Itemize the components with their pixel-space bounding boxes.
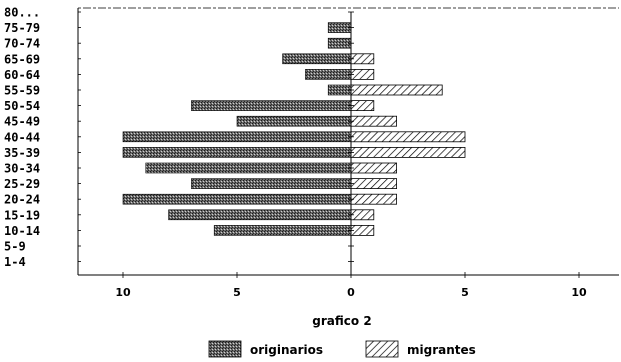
y-tick-label: 60-64: [4, 68, 40, 82]
y-tick-label: 45-49: [4, 115, 40, 129]
bar-originarios: [305, 69, 352, 80]
legend: originarios migrantes: [208, 340, 476, 358]
bar-originarios: [122, 193, 352, 205]
bar-migrantes: [350, 69, 375, 80]
y-tick-label: 40-44: [4, 130, 40, 144]
bar-originarios: [145, 162, 352, 174]
bar-migrantes: [350, 53, 375, 65]
y-tick-label: 15-19: [4, 208, 40, 222]
bar-migrantes: [350, 131, 466, 143]
y-tick-label: 30-34: [4, 162, 40, 176]
bar-migrantes: [350, 162, 397, 174]
y-tick-label: 80...: [4, 6, 40, 20]
y-tick-label: 1-4: [4, 255, 26, 269]
legend-swatch-migrantes: [365, 340, 399, 358]
y-tick-label: 75-79: [4, 21, 40, 35]
legend-swatch-originarios: [208, 340, 242, 358]
y-tick-label: 35-39: [4, 146, 40, 160]
y-tick-label: 10-14: [4, 224, 40, 238]
bar-migrantes: [350, 100, 375, 111]
bar-originarios: [236, 115, 352, 127]
bar-originarios: [122, 131, 352, 143]
y-tick-label: 20-24: [4, 193, 40, 207]
bar-originarios: [282, 53, 352, 65]
y-tick-label: 25-29: [4, 177, 40, 191]
bar-originarios: [213, 225, 352, 236]
bar-originarios: [327, 84, 352, 96]
bar-migrantes: [350, 209, 375, 221]
legend-label-originarios: originarios: [250, 343, 323, 357]
bar-originarios: [168, 209, 352, 221]
bars: [122, 22, 466, 236]
y-tick-label: 70-74: [4, 37, 40, 51]
legend-label-migrantes: migrantes: [407, 343, 476, 357]
y-tick-label: 65-69: [4, 52, 40, 66]
bar-migrantes: [350, 84, 443, 96]
bar-originarios: [191, 178, 352, 189]
x-tick-label: 5: [233, 286, 241, 299]
y-tick-label: 50-54: [4, 99, 40, 113]
x-tick-label: 10: [571, 286, 587, 299]
bar-migrantes: [350, 193, 397, 205]
y-tick-label: 55-59: [4, 84, 40, 98]
bar-migrantes: [350, 146, 466, 158]
bar-originarios: [122, 147, 352, 158]
y-tick-label: 5-9: [4, 240, 26, 254]
bar-originarios: [191, 100, 352, 111]
bar-migrantes: [350, 115, 397, 127]
x-tick-label: 10: [115, 286, 131, 299]
bar-originarios: [327, 22, 352, 33]
x-tick-label: 5: [461, 286, 469, 299]
x-tick-label: 0: [347, 286, 355, 299]
bar-originarios: [327, 37, 352, 49]
x-axis-labels: 10 5 0 5 10: [115, 272, 587, 299]
chart-title: grafico 2: [312, 314, 371, 328]
axes: [348, 11, 354, 275]
bar-migrantes: [350, 178, 397, 190]
bar-migrantes: [350, 224, 375, 236]
